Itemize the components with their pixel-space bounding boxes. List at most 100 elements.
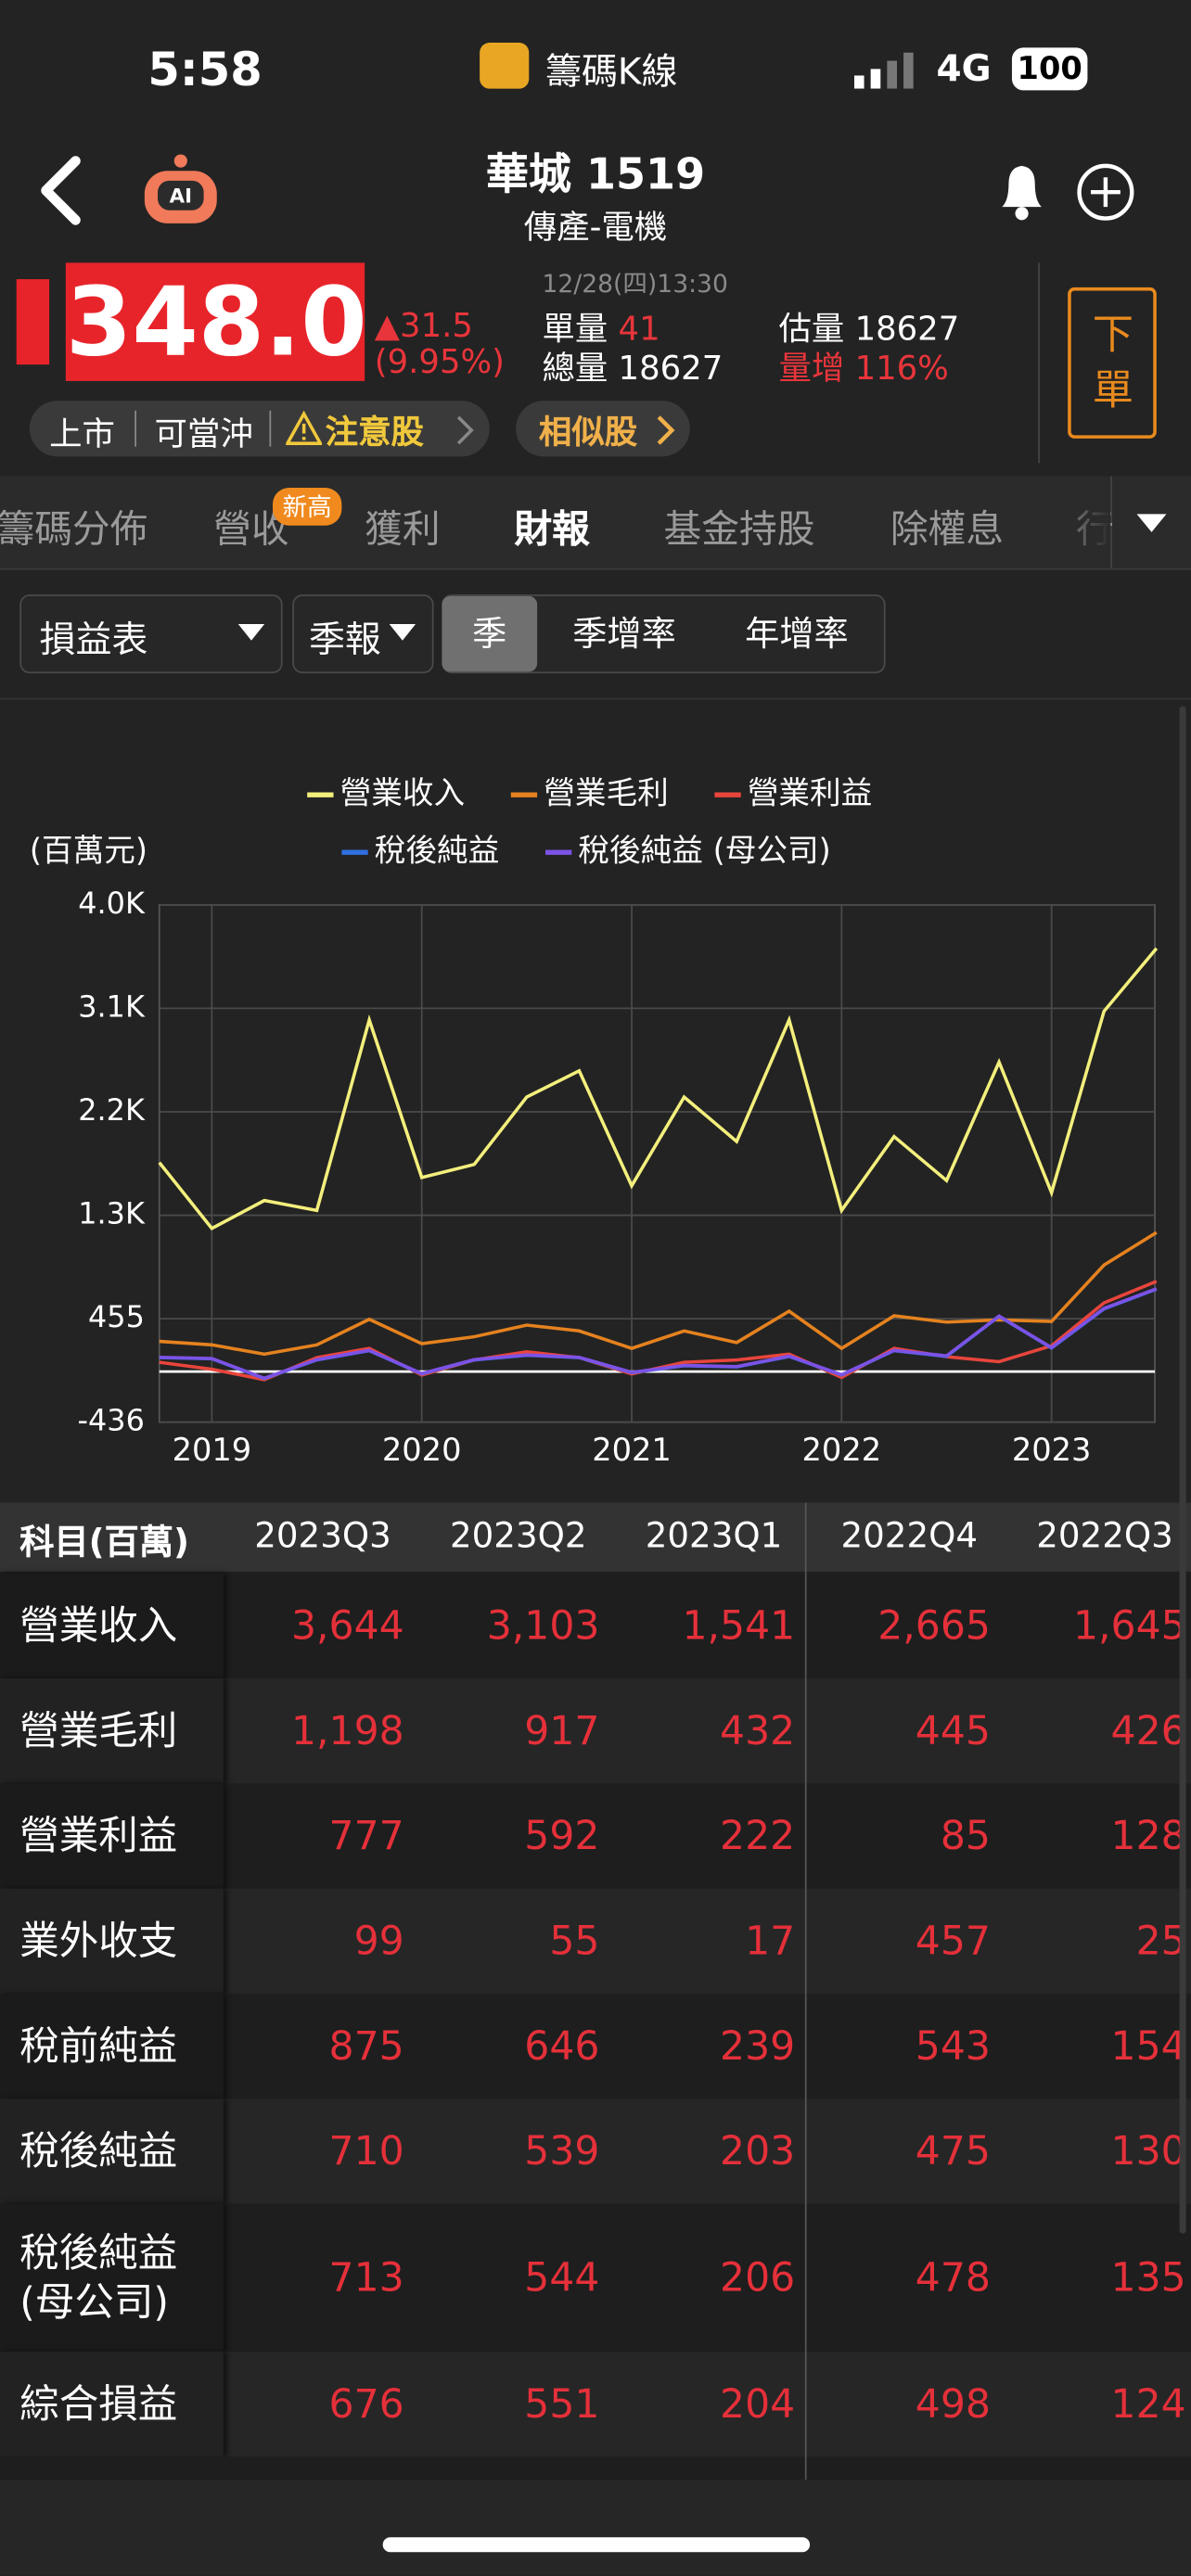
cell: 875	[328, 2022, 404, 2070]
tag: 上市	[49, 414, 115, 453]
select-arrow	[389, 623, 416, 641]
legend-label: 稅後純益 (母公司)	[578, 833, 830, 869]
row-label-cell	[0, 2203, 224, 2353]
stat-label: 總量	[542, 348, 608, 388]
cell: 539	[524, 2128, 600, 2174]
period-select[interactable]	[292, 594, 434, 674]
time: 5:58	[147, 43, 263, 97]
similar-pill[interactable]	[516, 401, 690, 457]
row-label-cell	[0, 2098, 224, 2204]
tab-badge: 新高	[272, 487, 342, 526]
cell: 203	[720, 2128, 796, 2174]
cell: 426	[1110, 1707, 1186, 1754]
table-header: 2023Q3	[254, 1515, 391, 1556]
cell: 646	[524, 2022, 600, 2070]
add-button[interactable]	[1074, 161, 1136, 223]
stat-label: 單量	[542, 308, 608, 349]
battery: 100	[1011, 47, 1088, 91]
series-line	[159, 1287, 1158, 1381]
legend-label: 營業收入	[340, 775, 466, 811]
ai-robot[interactable]: AI	[134, 151, 226, 230]
row-label-cell	[0, 1677, 224, 1784]
tag[interactable]: 注意股	[325, 412, 424, 453]
row-label-cell	[0, 1573, 224, 1678]
cell: 498	[915, 2381, 991, 2428]
mode[interactable]: 年增率	[745, 614, 849, 654]
divider	[0, 697, 1191, 700]
tab[interactable]: 除權息	[890, 509, 1005, 553]
quote-time: 12/28(四)13:30	[542, 269, 728, 300]
tab[interactable]: 基金持股	[663, 509, 815, 553]
price-change-pct: (9.95%)	[374, 341, 505, 381]
tab-fade	[1051, 479, 1111, 566]
y-tick-label: 1.3K	[78, 1196, 146, 1231]
similar[interactable]: 相似股	[538, 412, 638, 453]
row-label: 營業收入	[19, 1602, 178, 1650]
cell: 551	[524, 2381, 600, 2428]
cell: 917	[524, 1707, 600, 1754]
home-indicator	[382, 2537, 811, 2553]
x-tick-label: 2023	[1012, 1432, 1092, 1468]
tag: 可當沖	[154, 414, 253, 453]
series-line	[159, 1287, 1158, 1381]
cell: 154	[1110, 2022, 1186, 2070]
bottom-bar	[0, 2480, 1191, 2575]
stat-label: 估量	[778, 308, 845, 349]
stat-value: 116%	[854, 348, 949, 388]
y-tick-label: 4.0K	[78, 886, 146, 921]
cell: 475	[915, 2128, 991, 2174]
legend-label: 營業毛利	[544, 775, 669, 811]
table-header: 2023Q1	[645, 1515, 783, 1556]
up-marker	[16, 279, 50, 365]
sep	[134, 410, 136, 447]
chevron	[456, 415, 474, 445]
row-label: 營業毛利	[19, 1707, 178, 1754]
mode[interactable]: 季	[442, 595, 538, 672]
y-tick-label: 455	[88, 1299, 145, 1334]
chevron	[657, 415, 675, 445]
stock-title: 華城 1519	[485, 150, 706, 201]
stat-value: 18627	[618, 348, 724, 388]
x-tick-label: 2019	[173, 1432, 252, 1468]
statement: 損益表	[39, 620, 148, 662]
back-button[interactable]	[32, 154, 82, 226]
cell: 17	[745, 1918, 796, 1965]
order-button[interactable]: 下單	[1068, 287, 1157, 439]
cell: 130	[1110, 2128, 1186, 2174]
series-line	[158, 947, 1159, 1231]
app-name: 籌碼K線	[544, 52, 678, 94]
cell: 222	[720, 1813, 796, 1859]
scrollbar	[1179, 706, 1186, 2234]
cell: 128	[1110, 1813, 1186, 1859]
table-header: 科目(百萬)	[19, 1522, 190, 1562]
cell: 124	[1110, 2381, 1186, 2428]
cell: 239	[720, 2022, 796, 2070]
cell: 676	[328, 2381, 404, 2428]
tab[interactable]: 獲利	[365, 509, 441, 553]
bell-button[interactable]	[989, 158, 1055, 223]
cell: 135	[1110, 2254, 1186, 2302]
row-label: 稅前純益	[19, 2022, 178, 2070]
x-tick-label: 2021	[592, 1432, 672, 1468]
cell: 25	[1135, 1918, 1186, 1965]
legend-label: 稅後純益	[375, 833, 500, 869]
statement-select[interactable]	[19, 594, 283, 674]
cell: 1,541	[682, 1602, 796, 1650]
row-label: 稅後純益	[19, 2128, 178, 2174]
cell: 710	[328, 2128, 404, 2174]
cell: 777	[328, 1813, 404, 1859]
cell: 544	[524, 2254, 600, 2302]
sep	[269, 410, 272, 447]
x-tick-label: 2022	[802, 1432, 882, 1468]
row-label-cell	[0, 1888, 224, 1995]
mode[interactable]: 季增率	[572, 614, 676, 654]
price-change: ▲31.5	[374, 305, 473, 345]
tab[interactable]: 籌碼分佈	[0, 509, 148, 553]
tab[interactable]: 財報	[514, 509, 590, 553]
period: 季報	[308, 620, 381, 662]
cell: 1,645	[1072, 1602, 1186, 1650]
row-label-cell	[0, 1994, 224, 2099]
series-line	[159, 1231, 1158, 1357]
stat-value: 41	[618, 308, 660, 349]
